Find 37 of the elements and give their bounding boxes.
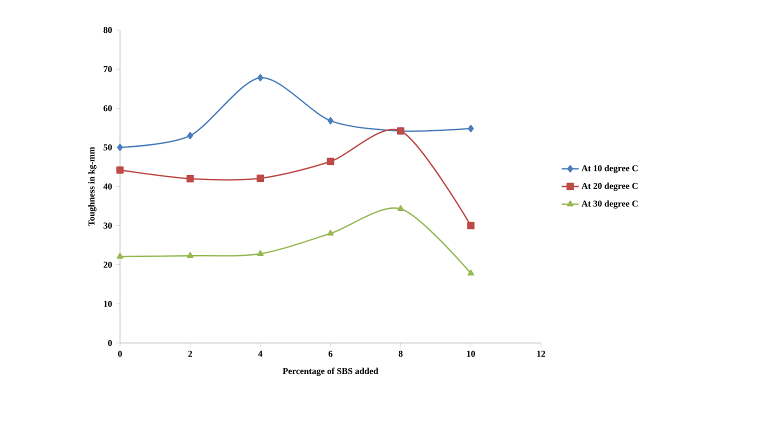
point: [326, 158, 334, 166]
y-tick-label: 40: [103, 183, 112, 190]
point: [116, 166, 124, 174]
legend-label: At 30 degree C: [582, 200, 638, 209]
point: [327, 230, 334, 236]
legend-label: At 20 degree C: [582, 182, 638, 191]
y-tick-label: 50: [104, 144, 112, 150]
point: [468, 124, 474, 132]
x-tick-label: 12: [537, 350, 546, 357]
y-tick-label: 70: [104, 66, 112, 72]
point: [328, 117, 334, 124]
y-tick-label: 30: [104, 222, 112, 229]
x-tick-label: 0: [118, 350, 122, 357]
point: [257, 250, 264, 256]
point: [468, 270, 474, 276]
legend-label: At 10 degree C: [582, 164, 638, 174]
x-tick-label: 6: [328, 350, 332, 357]
point: [186, 174, 194, 182]
y-tick-label: 80: [104, 26, 112, 34]
y-tick-label: 60: [104, 105, 112, 112]
x-axis-title: Percentage of SBS added: [282, 368, 378, 376]
point: [186, 252, 194, 258]
y-tick-label: 0: [108, 340, 112, 346]
point: [256, 174, 264, 182]
x-tick-label: 8: [398, 350, 403, 357]
x-tick-label: 10: [467, 350, 475, 357]
y-tick-label: 20: [104, 262, 112, 268]
y-axis-title: Toughness in kg-mm: [88, 146, 96, 226]
point: [257, 74, 264, 82]
x-tick-label: 2: [188, 350, 192, 357]
x-tick-label: 4: [258, 350, 262, 357]
point: [467, 222, 475, 230]
point: [397, 205, 404, 211]
point: [187, 132, 194, 140]
y-tick-label: 10: [104, 300, 112, 307]
point: [116, 252, 124, 259]
point: [117, 144, 123, 152]
